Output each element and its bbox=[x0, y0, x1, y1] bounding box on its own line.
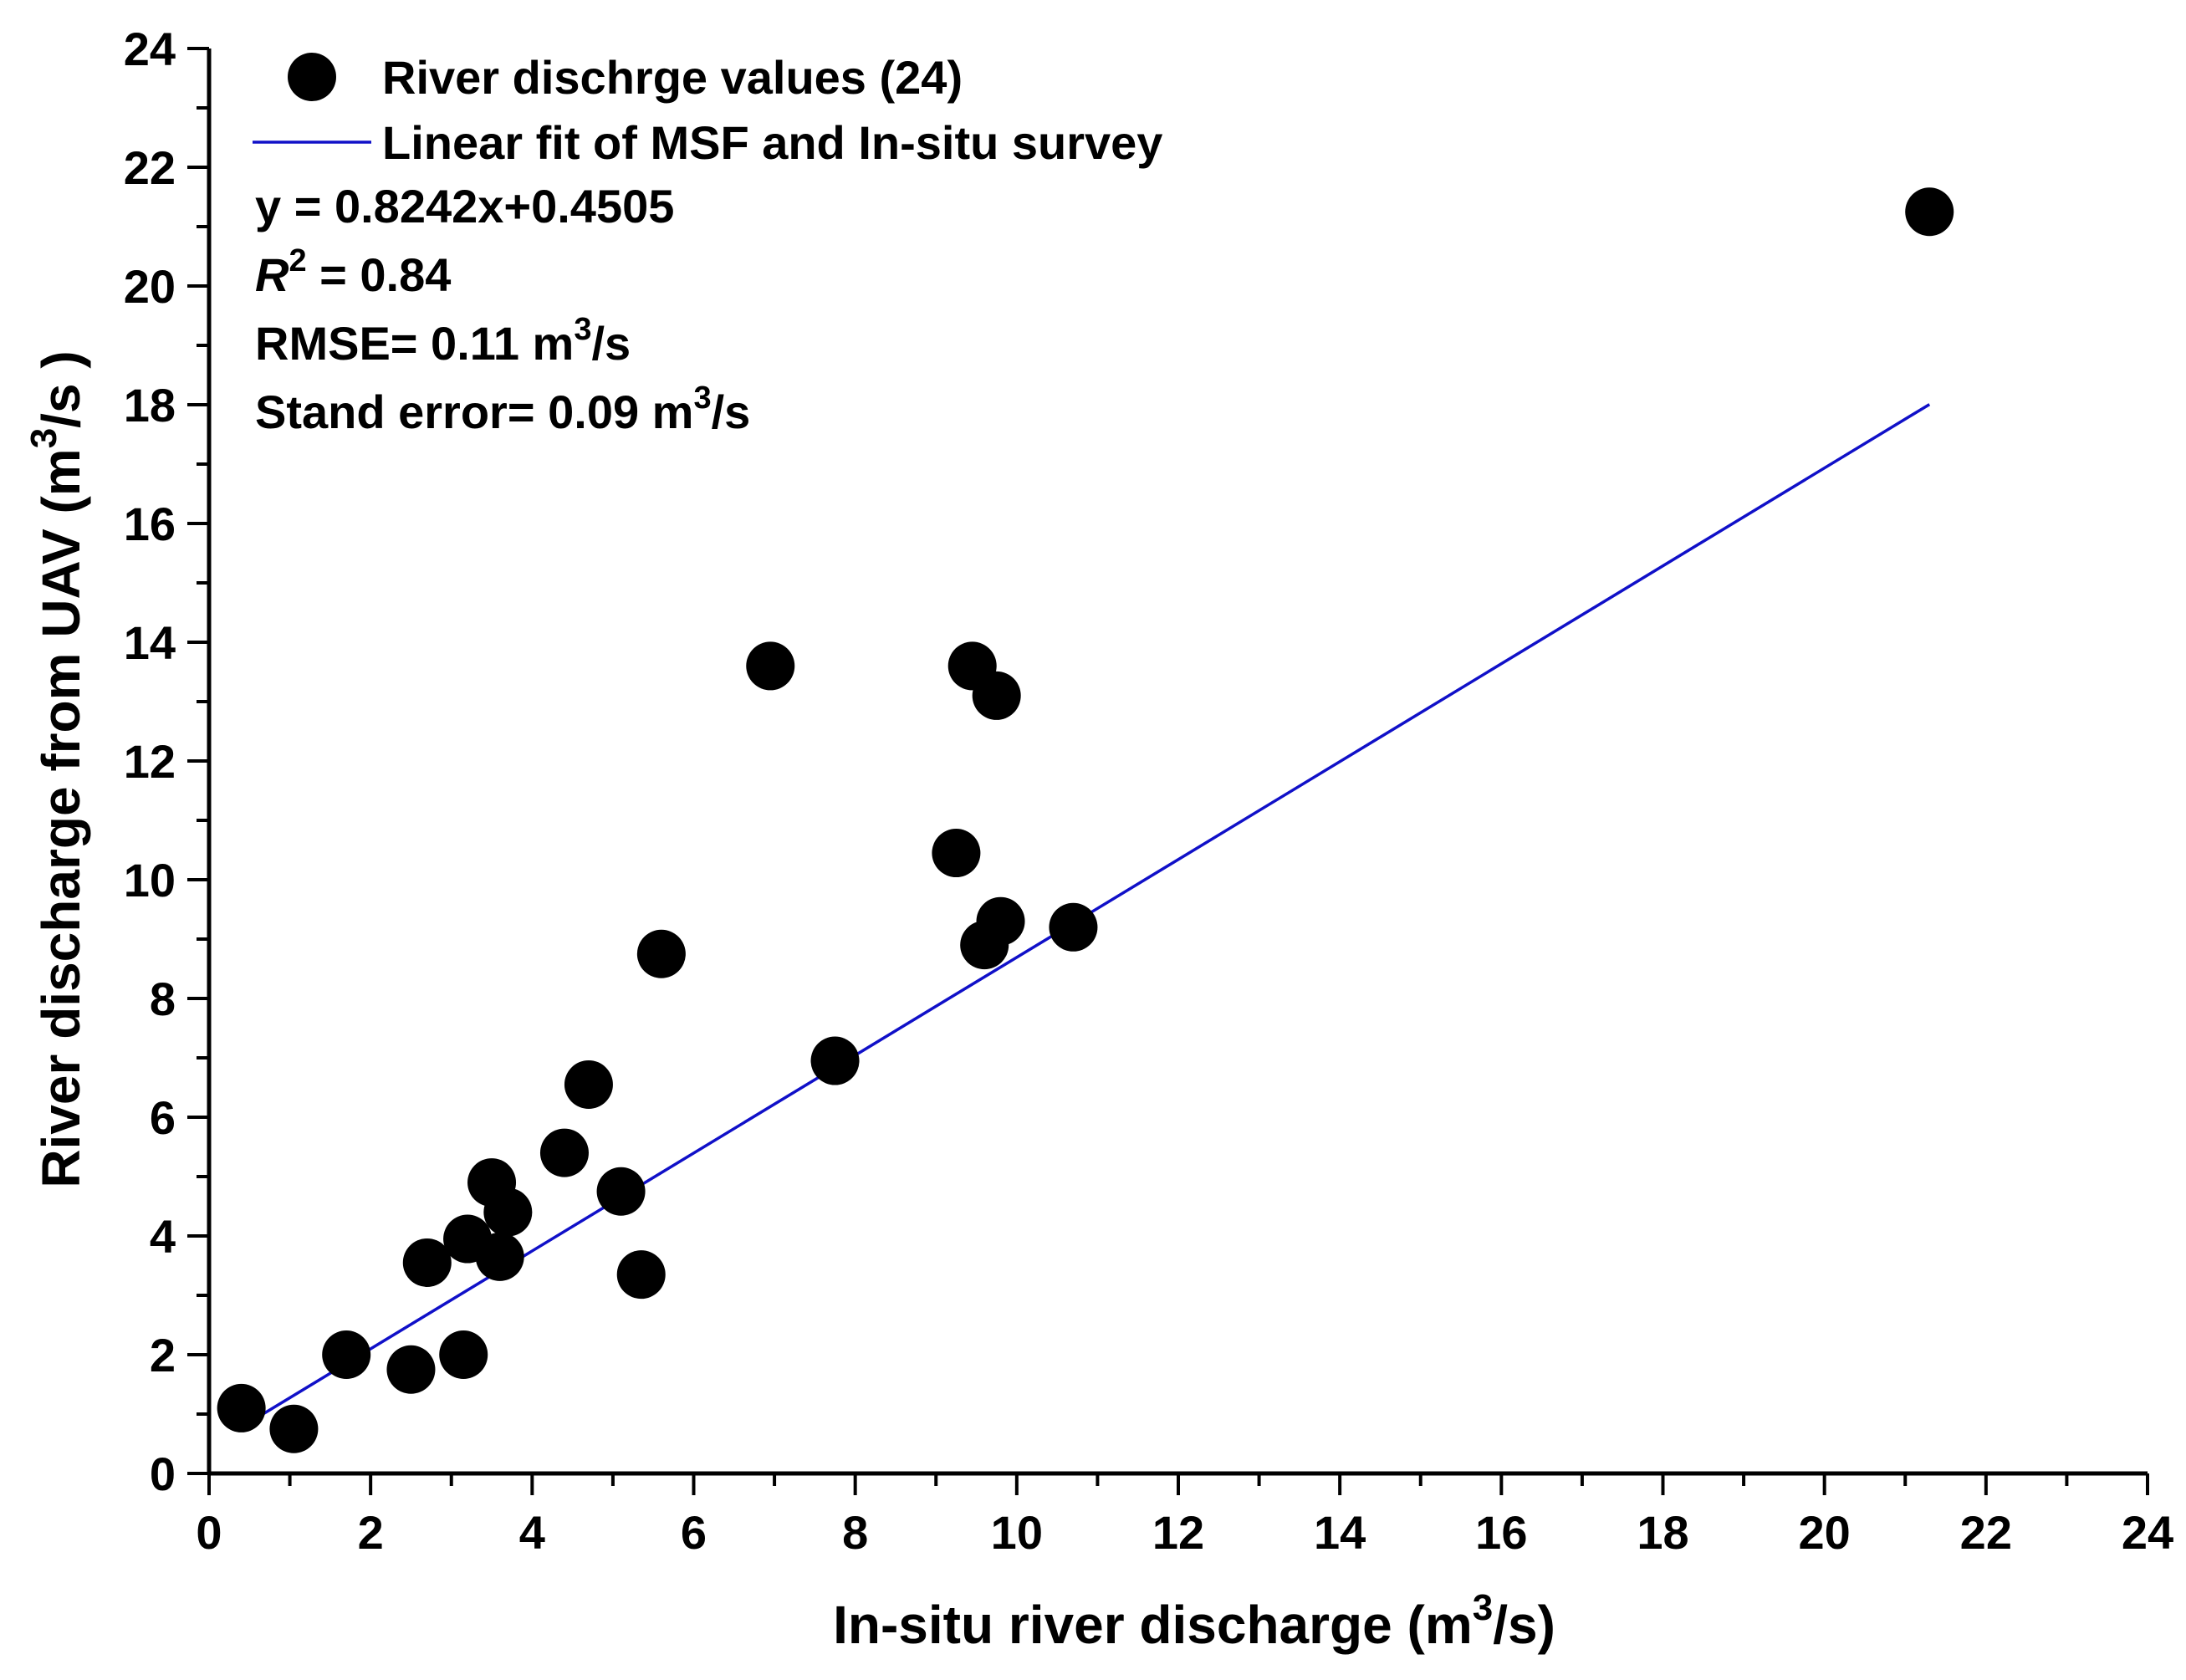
legend-fit-label: Linear fit of MSF and In-situ survey bbox=[382, 116, 1162, 169]
y-tick-label: 24 bbox=[124, 23, 176, 75]
x-tick-label: 12 bbox=[1152, 1506, 1204, 1559]
data-point bbox=[636, 929, 686, 978]
data-point bbox=[539, 1128, 589, 1177]
standard-error-text: Stand error= 0.09 m3/s bbox=[255, 380, 750, 438]
y-tick-label: 0 bbox=[150, 1448, 176, 1500]
y-axis-title: River discharge from UAV (m3/s ) bbox=[23, 350, 91, 1187]
y-tick-label: 16 bbox=[124, 498, 176, 550]
x-tick-label: 2 bbox=[358, 1506, 384, 1559]
data-point bbox=[217, 1383, 266, 1432]
x-tick-label: 6 bbox=[681, 1506, 707, 1559]
data-point bbox=[596, 1167, 646, 1216]
x-axis-title: In-situ river discharge (m3/s) bbox=[833, 1587, 1555, 1655]
data-point bbox=[1905, 187, 1954, 237]
x-tick-label: 0 bbox=[196, 1506, 222, 1559]
x-tick-label: 14 bbox=[1314, 1506, 1366, 1559]
data-point bbox=[402, 1238, 452, 1287]
y-tick-label: 22 bbox=[124, 141, 176, 194]
legend: River dischrge values (24) Linear fit of… bbox=[253, 51, 1162, 169]
x-tick-label: 24 bbox=[2122, 1506, 2173, 1559]
ticks-layer: 0 2 4 6 8 10 12 14 16 18 20 22 240246810121416182022… bbox=[124, 23, 2173, 1559]
data-point bbox=[475, 1232, 524, 1281]
data-point bbox=[483, 1187, 533, 1237]
fit-statistics: y = 0.8242x+0.4505 R2 = 0.84 RMSE= 0.11 … bbox=[255, 180, 750, 438]
y-tick-label: 18 bbox=[124, 379, 176, 431]
x-tick-label: 8 bbox=[842, 1506, 868, 1559]
x-tick-label: 18 bbox=[1637, 1506, 1688, 1559]
r-squared-text: R2 = 0.84 bbox=[255, 243, 451, 301]
points-layer bbox=[217, 187, 1954, 1453]
data-point bbox=[1049, 902, 1098, 952]
rmse-text: RMSE= 0.11 m3/s bbox=[255, 312, 631, 370]
y-tick-label: 20 bbox=[124, 260, 176, 313]
data-point bbox=[439, 1330, 488, 1379]
data-point bbox=[616, 1250, 666, 1300]
y-tick-label: 14 bbox=[124, 616, 176, 669]
data-point bbox=[810, 1036, 860, 1085]
data-point bbox=[322, 1330, 371, 1379]
y-tick-label: 4 bbox=[150, 1210, 176, 1263]
legend-points-label: River dischrge values (24) bbox=[382, 51, 963, 104]
y-tick-label: 6 bbox=[150, 1091, 176, 1144]
equation-text: y = 0.8242x+0.4505 bbox=[255, 180, 674, 232]
x-tick-label: 4 bbox=[519, 1506, 545, 1559]
y-tick-label: 2 bbox=[150, 1329, 176, 1381]
x-tick-label: 10 bbox=[991, 1506, 1043, 1559]
data-point bbox=[976, 896, 1025, 946]
data-point bbox=[932, 829, 981, 878]
data-point bbox=[746, 641, 795, 691]
y-tick-label: 8 bbox=[150, 973, 176, 1025]
legend-point-marker bbox=[288, 53, 336, 101]
data-point bbox=[386, 1345, 436, 1394]
data-point bbox=[564, 1060, 613, 1109]
x-tick-label: 16 bbox=[1475, 1506, 1527, 1559]
data-point bbox=[972, 671, 1021, 720]
data-point bbox=[269, 1404, 319, 1453]
x-tick-label: 22 bbox=[1960, 1506, 2012, 1559]
x-tick-label: 20 bbox=[1799, 1506, 1851, 1559]
y-tick-label: 10 bbox=[124, 854, 176, 906]
y-tick-label: 12 bbox=[124, 735, 176, 788]
